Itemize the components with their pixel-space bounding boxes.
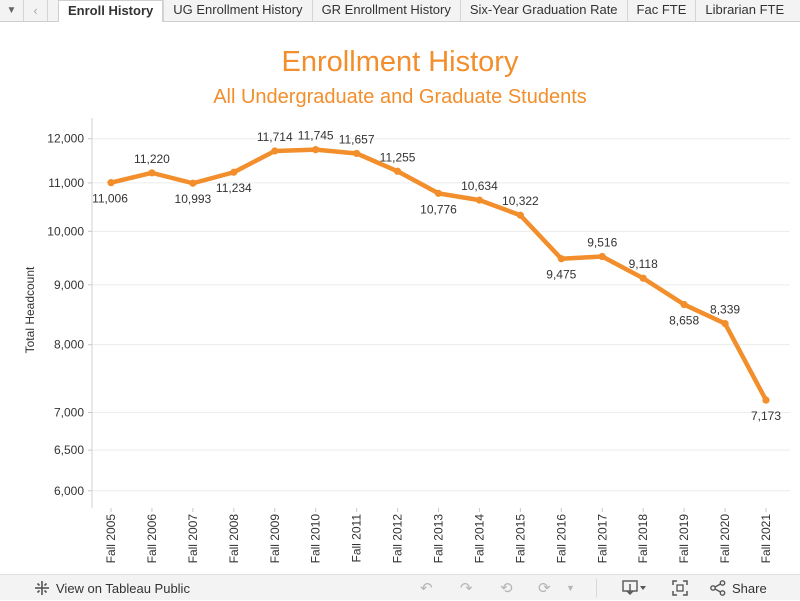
data-point [516,211,524,219]
x-tick-label: Fall 2009 [268,514,282,564]
data-label: 7,173 [751,409,781,423]
data-point [721,319,729,328]
x-tick-label: Fall 2014 [472,514,486,564]
data-label: 8,339 [710,303,740,317]
data-label: 10,322 [502,194,539,208]
chart-title: Enrollment History [281,46,519,78]
y-axis-label: Total Headcount [23,266,37,354]
data-point [312,146,320,154]
y-tick-label: 10,000 [47,224,84,238]
data-point [230,168,238,176]
data-label: 8,658 [669,314,699,328]
x-tick-label: Fall 2016 [554,514,568,564]
view-on-tableau-label: View on Tableau Public [56,580,190,596]
data-point [434,189,443,197]
share-label: Share [732,580,767,596]
caret-down-icon[interactable]: ▼ [0,0,24,21]
sheet-tabs: Enroll History UG Enrollment History GR … [58,0,794,22]
x-tick-label: Fall 2013 [432,514,446,564]
x-tick-label: Fall 2018 [636,514,650,564]
tab-enroll-history[interactable]: Enroll History [58,0,164,22]
data-point [393,167,402,175]
undo-icon[interactable]: ↶ [420,580,433,597]
data-label: 9,475 [546,268,576,282]
tableau-toolbar: View on Tableau Public ↶ ↷ ⟲ ⟳ ▼ Shar [0,574,800,600]
y-tick-label: 12,000 [47,132,84,146]
data-point [107,179,115,187]
data-label: 9,118 [629,257,658,271]
data-point [639,274,647,282]
y-tick-label: 8,000 [54,338,84,352]
x-tick-label: Fall 2017 [595,514,609,564]
y-tick-label: 9,000 [54,278,84,292]
x-tick-label: Fall 2008 [227,514,241,564]
download-icon[interactable] [622,575,648,601]
x-tick-label: Fall 2021 [759,514,773,564]
data-label: 10,634 [461,179,498,193]
data-label: 11,745 [298,129,334,143]
data-label: 11,220 [134,152,170,166]
view-on-tableau-link[interactable]: View on Tableau Public [34,575,190,601]
data-point [762,396,770,404]
data-point [189,179,197,187]
share-button[interactable]: Share [710,575,767,601]
data-point [475,196,484,204]
toolbar-divider [596,579,597,597]
tab-gr-enrollment-history[interactable]: GR Enrollment History [311,0,460,21]
data-label: 11,714 [257,130,293,144]
x-tick-label: Fall 2007 [186,514,200,564]
y-tick-label: 11,000 [48,176,84,190]
data-point [271,147,279,155]
refresh-icon[interactable]: ⟳ [538,580,551,597]
refresh-menu-caret-icon[interactable]: ▼ [566,583,575,593]
x-tick-label: Fall 2006 [145,514,159,564]
data-label: 10,776 [420,202,457,216]
y-tick-label: 6,000 [54,484,84,498]
data-point [680,300,688,309]
data-label: 10,993 [175,192,212,206]
y-tick-label: 7,000 [54,405,84,419]
fullscreen-icon[interactable] [672,575,688,601]
x-tick-label: Fall 2012 [391,514,405,564]
enrollment-line-chart: 6,000 6,500 7,000 8,000 9,000 10,000 11,000 12,… [47,118,790,564]
x-tick-label: Fall 2019 [677,514,691,564]
y-tick-label: 6,500 [54,443,84,457]
revert-icon[interactable]: ⟲ [500,580,513,597]
data-point [598,252,606,261]
data-point [557,255,565,263]
x-tick-label: Fall 2010 [309,514,323,564]
data-point [148,169,156,177]
share-icon [710,580,726,596]
data-label: 11,657 [339,132,375,146]
x-tick-label: Fall 2011 [350,514,364,563]
series-line [108,147,769,403]
chart-subtitle: All Undergraduate and Graduate Students [213,86,587,108]
data-label: 9,516 [587,236,617,250]
tab-fac-fte[interactable]: Fac FTE [626,0,696,21]
tab-ug-enrollment-history[interactable]: UG Enrollment History [163,0,312,21]
sheet-tab-bar: ▼ ‹ Enroll History UG Enrollment History… [0,0,800,22]
data-label: 11,006 [92,192,128,206]
data-label: 11,234 [216,181,252,195]
tab-six-year-graduation-rate[interactable]: Six-Year Graduation Rate [459,0,627,21]
data-label: 11,255 [380,150,416,164]
x-tick-label: Fall 2015 [513,514,527,564]
chevron-left-icon[interactable]: ‹ [24,0,48,21]
redo-icon[interactable]: ↷ [460,580,473,597]
tab-librarian-fte[interactable]: Librarian FTE [695,0,794,21]
tableau-logo-icon [35,581,49,595]
x-tick-label: Fall 2005 [104,514,118,564]
x-tick-label: Fall 2020 [718,514,732,564]
data-point [353,149,361,158]
